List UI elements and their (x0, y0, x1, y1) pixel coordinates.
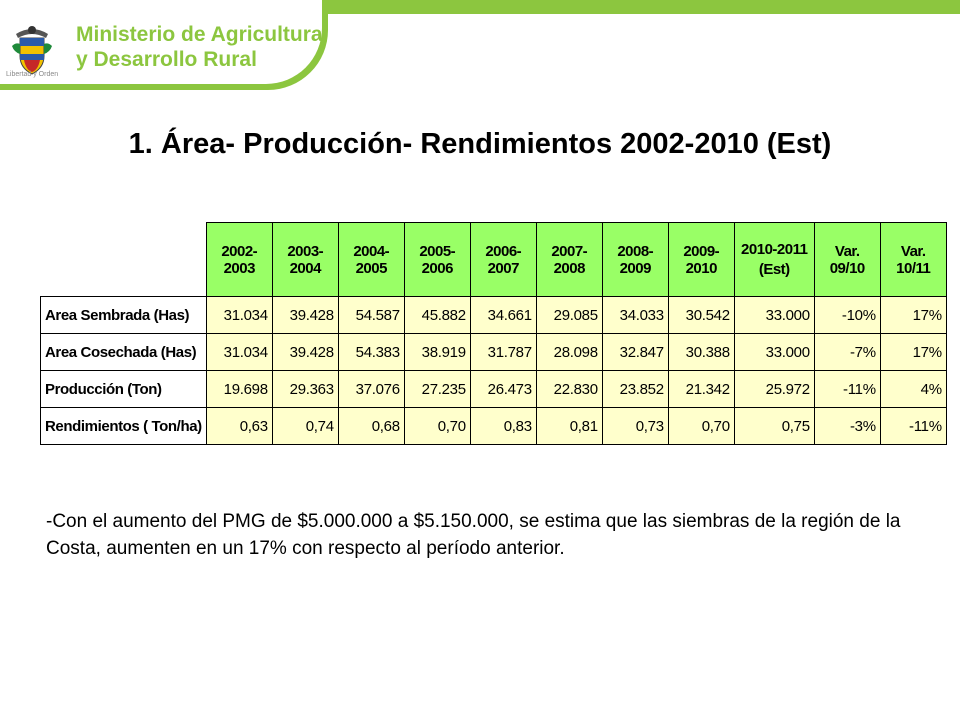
col-header-var-10-11: Var. 10/11 (879, 222, 947, 297)
table-cell: -11% (879, 407, 947, 445)
table-cell: 38.919 (403, 333, 471, 371)
table-cell: 30.542 (667, 296, 735, 334)
table-cell: 17% (879, 333, 947, 371)
table-cell: 29.363 (271, 370, 339, 408)
col-header: 2006-2007 (469, 222, 537, 297)
table-cell: 0,68 (337, 407, 405, 445)
col-header: 2005-2006 (403, 222, 471, 297)
table-cell: -3% (813, 407, 881, 445)
table-cell: 25.972 (733, 370, 815, 408)
table-header-row: 2002-2003 2003-2004 2004-2005 2005-2006 … (41, 222, 947, 297)
table-cell: 0,63 (205, 407, 273, 445)
table-cell: 31.034 (205, 296, 273, 334)
header-tab (0, 0, 328, 90)
row-label: Area Cosechada (Has) (40, 333, 207, 371)
table-cell: 0,75 (733, 407, 815, 445)
table-cell: 34.033 (601, 296, 669, 334)
table-cell: -11% (813, 370, 881, 408)
note-paragraph: -Con el aumento del PMG de $5.000.000 a … (46, 511, 901, 559)
table-cell: 54.587 (337, 296, 405, 334)
col-header: 2009-2010 (667, 222, 735, 297)
col-header-2010-est: (Est) (758, 260, 790, 278)
col-header: 2002-2003 (205, 222, 273, 297)
table-cell: 37.076 (337, 370, 405, 408)
table-cell: 19.698 (205, 370, 273, 408)
table-cell: 45.882 (403, 296, 471, 334)
table-cell: 31.034 (205, 333, 273, 371)
table-cell: 0,74 (271, 407, 339, 445)
table-cell: 4% (879, 370, 947, 408)
ministry-name: Ministerio de Agricultura y Desarrollo R… (76, 22, 323, 72)
col-header: 2004-2005 (337, 222, 405, 297)
table-cell: 33.000 (733, 296, 815, 334)
table-cell: 28.098 (535, 333, 603, 371)
table-row: Area Sembrada (Has) 31.034 39.428 54.587… (40, 296, 947, 334)
table-cell: 22.830 (535, 370, 603, 408)
table-cell: 32.847 (601, 333, 669, 371)
ministry-line-2: y Desarrollo Rural (76, 48, 257, 71)
table-cell: 27.235 (403, 370, 471, 408)
table-cell: 33.000 (733, 333, 815, 371)
table-cell: -7% (813, 333, 881, 371)
table-row: Rendimientos ( Ton/ha) 0,63 0,74 0,68 0,… (40, 407, 947, 445)
table-row: Area Cosechada (Has) 31.034 39.428 54.38… (40, 333, 947, 371)
col-header-2010: 2010-2011 (Est) (733, 222, 815, 297)
col-header: 2008-2009 (601, 222, 669, 297)
col-header-var-09-10: Var. 09/10 (813, 222, 881, 297)
table-cell: -10% (813, 296, 881, 334)
table-cell: 0,83 (469, 407, 537, 445)
table-cell: 21.342 (667, 370, 735, 408)
table-cell: 34.661 (469, 296, 537, 334)
page-title: 1. Área- Producción- Rendimientos 2002-2… (128, 128, 832, 160)
table-cell: 39.428 (271, 296, 339, 334)
motto-text: Libertad y Orden (6, 71, 59, 78)
table-cell: 0,73 (601, 407, 669, 445)
col-header: 2007-2008 (535, 222, 603, 297)
table-cell: 31.787 (469, 333, 537, 371)
table-cell: 39.428 (271, 333, 339, 371)
table-cell: 23.852 (601, 370, 669, 408)
table-cell: 30.388 (667, 333, 735, 371)
table-cell: 0,81 (535, 407, 603, 445)
table-cell: 0,70 (667, 407, 735, 445)
ministry-line-1: Ministerio de Agricultura (76, 23, 323, 46)
row-label: Producción (Ton) (40, 370, 207, 408)
col-header: 2003-2004 (271, 222, 339, 297)
table-cell: 54.383 (337, 333, 405, 371)
production-table: 2002-2003 2003-2004 2004-2005 2005-2006 … (40, 222, 947, 445)
row-label: Rendimientos ( Ton/ha) (40, 407, 207, 445)
row-label: Area Sembrada (Has) (40, 296, 207, 334)
table-cell: 17% (879, 296, 947, 334)
table-cell: 0,70 (403, 407, 471, 445)
table-cell: 29.085 (535, 296, 603, 334)
table-row: Producción (Ton) 19.698 29.363 37.076 27… (40, 370, 947, 408)
table-cell: 26.473 (469, 370, 537, 408)
colombia-coat-of-arms-icon (12, 26, 52, 75)
col-header-2010-years: 2010-2011 (741, 240, 808, 258)
